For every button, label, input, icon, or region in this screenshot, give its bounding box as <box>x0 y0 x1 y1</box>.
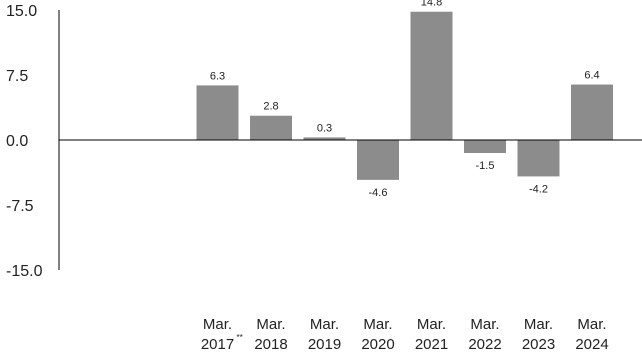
data-label: 14.8 <box>421 0 442 9</box>
data-label: 0.3 <box>317 122 332 134</box>
y-axis-ticks: 15.0 7.5 0.0 -7.5 -15.0 <box>6 3 43 280</box>
data-label: 6.3 <box>210 70 225 82</box>
bars <box>196 11 613 180</box>
x-category-label-line1: Mar. <box>577 316 606 333</box>
x-category-label-line2: 2023 <box>522 336 555 353</box>
bar <box>196 85 239 140</box>
data-label: -1.5 <box>476 160 495 172</box>
y-tick-label: 15.0 <box>6 3 37 20</box>
bar <box>250 115 292 140</box>
x-category-label-line1: Mar. <box>363 316 392 333</box>
y-tick-label: 7.5 <box>6 68 28 85</box>
bar <box>357 140 399 180</box>
x-category-label-line2: 2018 <box>254 336 287 353</box>
x-category-label-line1: Mar. <box>256 316 285 333</box>
x-category-label-line1: Mar. <box>470 316 499 333</box>
data-label: 2.8 <box>263 101 278 113</box>
bar <box>517 140 560 177</box>
bar <box>571 84 613 140</box>
x-category-footnote-mark: ** <box>237 333 243 342</box>
x-category-label-line2: 2020 <box>361 336 394 353</box>
x-category-label-line2: 2024 <box>575 336 608 353</box>
y-tick-label: -15.0 <box>6 263 43 280</box>
y-tick-label: -7.5 <box>6 198 34 215</box>
y-tick-label: 0.0 <box>6 133 28 150</box>
x-category-label-line2: 2022 <box>468 336 501 353</box>
x-category-label-line2: 2019 <box>308 336 341 353</box>
x-category-label-line1: Mar. <box>310 316 339 333</box>
x-category-label-line2: 2017 <box>201 336 234 353</box>
data-label: 6.4 <box>584 70 599 82</box>
x-category-label-line1: Mar. <box>524 316 553 333</box>
data-labels: 6.3 2.8 0.3 -4.6 14.8 -1.5 -4.2 6.4 <box>210 0 600 199</box>
data-label: -4.2 <box>529 183 548 195</box>
bar <box>464 140 506 153</box>
data-label: -4.6 <box>369 187 388 199</box>
bar <box>410 11 453 140</box>
x-category-label-line1: Mar. <box>203 316 232 333</box>
x-category-label-line2: 2021 <box>415 336 448 353</box>
bar <box>303 137 346 140</box>
x-axis-categories: Mar. 2017 ** Mar. 2018 Mar. 2019 Mar. 2020 Mar. 20… <box>201 316 609 353</box>
x-category-label-line1: Mar. <box>417 316 446 333</box>
